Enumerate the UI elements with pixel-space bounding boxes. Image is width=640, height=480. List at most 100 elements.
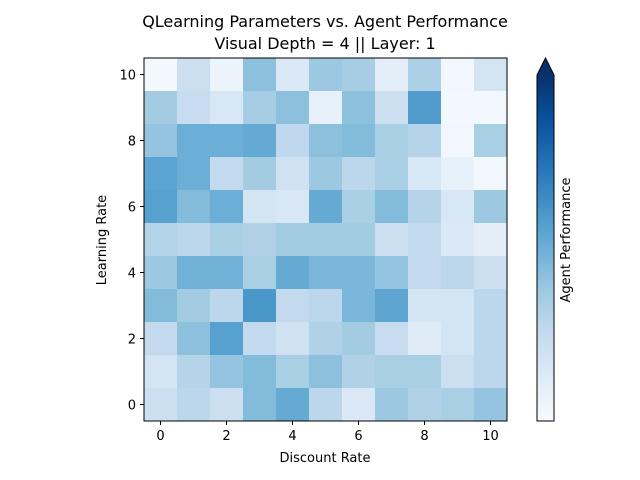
heatmap-cell — [309, 322, 343, 356]
heatmap-cell — [441, 157, 475, 191]
heatmap-cell — [276, 190, 310, 224]
heatmap-cell — [408, 157, 442, 191]
heatmap-cell — [474, 58, 508, 92]
heatmap-cell — [276, 355, 310, 389]
heatmap-cell — [177, 157, 211, 191]
heatmap-cell — [408, 256, 442, 290]
heatmap-cell — [177, 256, 211, 290]
colorbar-extend-arrow — [537, 58, 554, 75]
heatmap-cell — [144, 355, 178, 389]
heatmap-cell — [243, 190, 277, 224]
y-tick-label: 10 — [119, 69, 136, 84]
heatmap-cell — [474, 223, 508, 257]
heatmap-cell — [474, 256, 508, 290]
heatmap-cell — [342, 91, 376, 125]
heatmap-cell — [342, 124, 376, 158]
heatmap-cell — [441, 256, 475, 290]
heatmap-cell — [441, 388, 475, 422]
heatmap-cell — [375, 124, 409, 158]
heatmap-cell — [408, 388, 442, 422]
heatmap-cell — [144, 256, 178, 290]
heatmap-cell — [375, 223, 409, 257]
heatmap-cell — [210, 124, 244, 158]
heatmap-cell — [177, 91, 211, 125]
heatmap-cell — [144, 58, 178, 92]
heatmap-cell — [243, 58, 277, 92]
heatmap-cell — [309, 256, 343, 290]
heatmap-cell — [342, 322, 376, 356]
heatmap-cell — [177, 58, 211, 92]
heatmap-cell — [474, 157, 508, 191]
heatmap-cell — [243, 157, 277, 191]
heatmap-cell — [243, 223, 277, 257]
heatmap-cell — [276, 256, 310, 290]
heatmap-cell — [309, 157, 343, 191]
heatmap-cell — [408, 124, 442, 158]
heatmap-cell — [210, 289, 244, 323]
heatmap-cell — [342, 58, 376, 92]
x-tick-label: 0 — [156, 429, 164, 444]
y-axis-label: Learning Rate — [95, 195, 110, 285]
heatmap-cell — [474, 124, 508, 158]
heatmap-cell — [441, 223, 475, 257]
heatmap-cell — [210, 157, 244, 191]
heatmap-cell — [210, 322, 244, 356]
heatmap-cell — [243, 388, 277, 422]
heatmap-cell — [342, 289, 376, 323]
heatmap-cell — [177, 388, 211, 422]
y-tick-label: 6 — [128, 201, 136, 216]
colorbar-outline — [536, 56, 555, 422]
heatmap-cell — [276, 58, 310, 92]
heatmap-cell — [243, 322, 277, 356]
heatmap-cell — [441, 190, 475, 224]
heatmap-cell — [276, 322, 310, 356]
heatmap-cell — [210, 256, 244, 290]
heatmap-cell — [309, 58, 343, 92]
heatmap-cell — [408, 223, 442, 257]
heatmap-cell — [342, 256, 376, 290]
heatmap-cell — [144, 157, 178, 191]
heatmap-cell — [474, 388, 508, 422]
colorbar-label: Agent Performance — [559, 178, 574, 303]
heatmap-cell — [375, 190, 409, 224]
heatmap-cell — [375, 58, 409, 92]
heatmap-cell — [342, 157, 376, 191]
heatmap-cell — [375, 157, 409, 191]
heatmap-cell — [177, 289, 211, 323]
heatmap-cell — [309, 355, 343, 389]
heatmap-cell — [276, 124, 310, 158]
heatmap-cell — [243, 289, 277, 323]
heatmap-cell — [144, 223, 178, 257]
heatmap-cell — [375, 355, 409, 389]
heatmap-cell — [144, 190, 178, 224]
heatmap-cell — [177, 223, 211, 257]
heatmap-cell — [474, 190, 508, 224]
heatmap-cell — [408, 91, 442, 125]
heatmap-cell — [441, 91, 475, 125]
x-tick-label: 10 — [482, 429, 499, 444]
axes-frame — [143, 57, 508, 422]
heatmap-cell — [177, 190, 211, 224]
heatmap-cells — [144, 58, 508, 422]
y-axis-ticks: 0 2 4 6 8 10 — [119, 69, 144, 414]
heatmap-cell — [276, 223, 310, 257]
chart-subtitle: Visual Depth = 4 || Layer: 1 — [214, 34, 436, 53]
heatmap-cell — [474, 91, 508, 125]
heatmap-cell — [177, 322, 211, 356]
heatmap-cell — [375, 388, 409, 422]
heatmap-cell — [144, 322, 178, 356]
heatmap-cell — [441, 58, 475, 92]
x-tick-label: 6 — [354, 429, 362, 444]
x-tick-label: 8 — [420, 429, 428, 444]
heatmap-cell — [441, 124, 475, 158]
heatmap-cell — [144, 91, 178, 125]
heatmap-cell — [375, 256, 409, 290]
colorbar-gradient — [537, 75, 554, 421]
x-axis-ticks: 0 2 4 6 8 10 — [156, 421, 499, 444]
y-tick-label: 2 — [128, 333, 136, 348]
heatmap-cell — [177, 124, 211, 158]
heatmap-cell — [375, 322, 409, 356]
heatmap-cell — [144, 289, 178, 323]
